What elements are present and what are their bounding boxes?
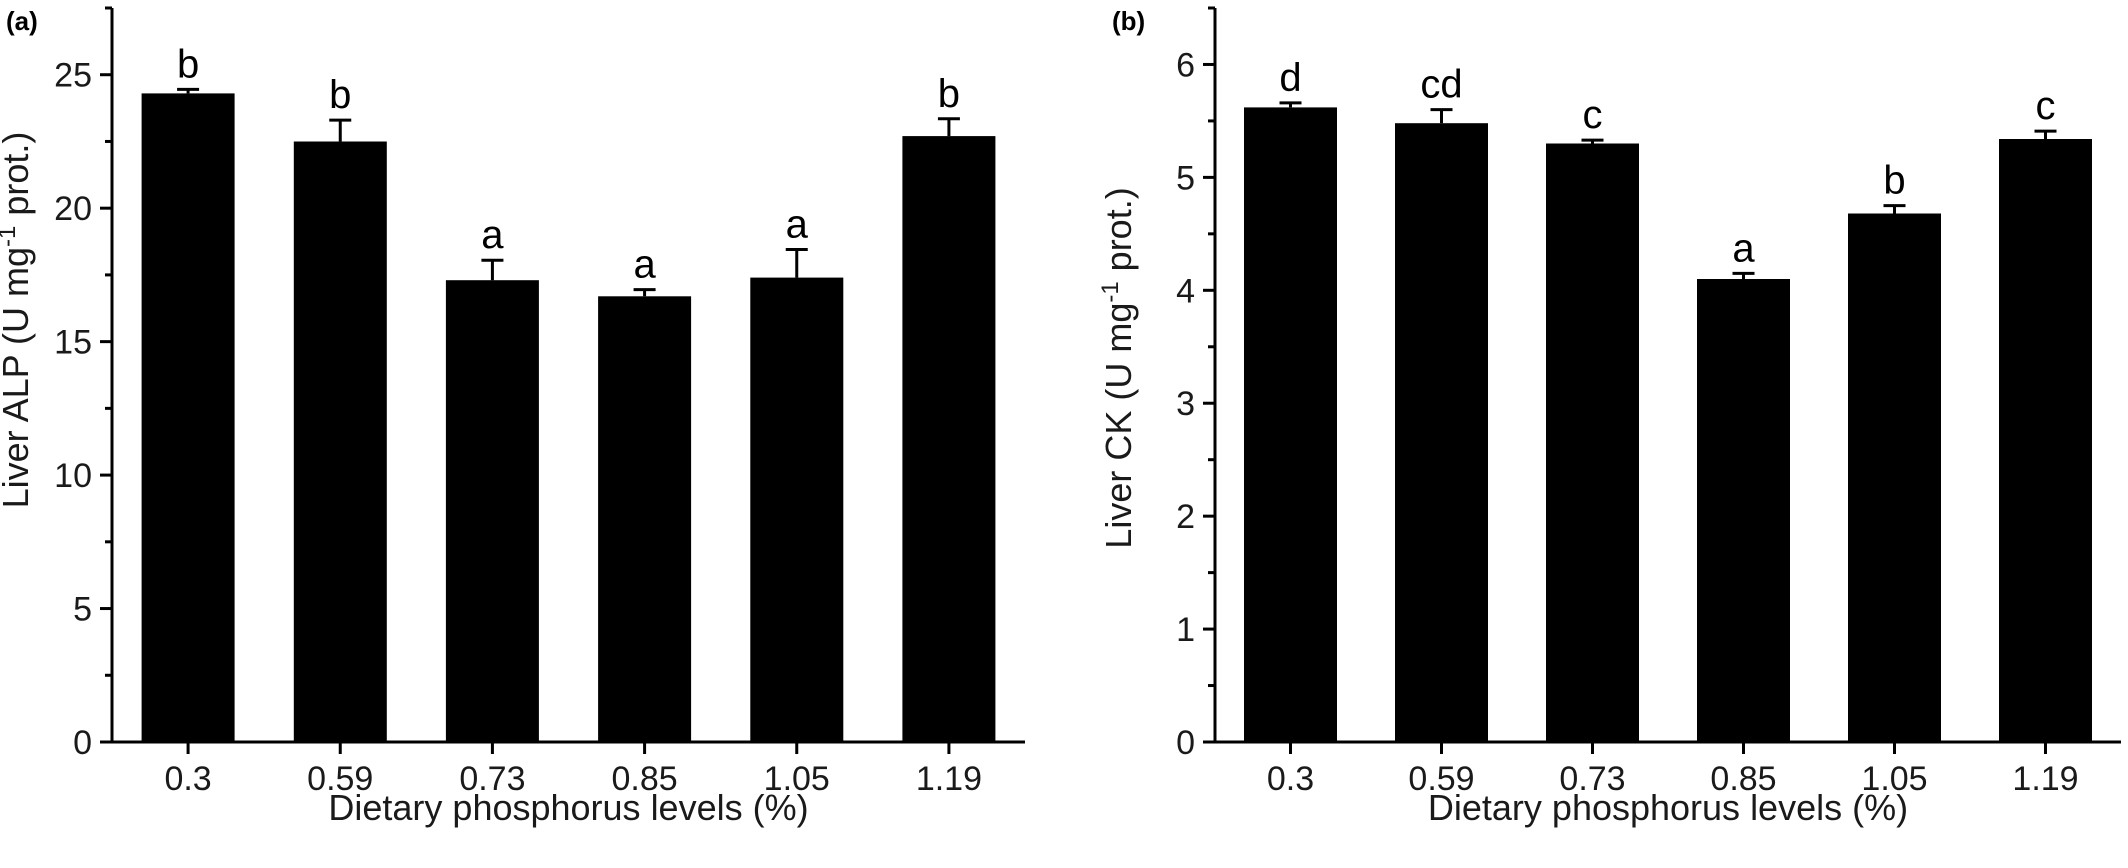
y-axis-title: Liver CK (U mg-1 prot.) [1097,187,1139,548]
bar [445,280,539,742]
y-axis-title-unit: prot.) [1098,187,1139,281]
x-axis-title: Dietary phosphorus levels (%) [1428,787,1908,828]
bar [598,296,692,742]
bar [1999,139,2092,742]
panel-label: (b) [1112,6,1145,36]
y-tick-label: 2 [1176,498,1195,536]
significance-label: a [481,213,504,257]
x-tick-label: 0.85 [611,760,677,798]
x-tick-label: 1.19 [916,760,982,798]
y-tick-label: 3 [1176,385,1195,423]
x-tick-label: 0.59 [1408,760,1474,798]
x-tick-label: 1.19 [2012,760,2078,798]
x-tick-label: 0.59 [307,760,373,798]
bar [141,93,235,742]
panel-label: (a) [6,6,38,36]
bar [1697,279,1790,742]
y-tick-label: 15 [54,324,92,362]
significance-label: b [1883,159,1905,203]
significance-label: b [329,73,351,117]
y-axis-title-superscript: -1 [1097,281,1124,302]
x-tick-label: 1.05 [1861,760,1927,798]
significance-label: c [1583,93,1603,137]
significance-label: b [938,72,960,116]
y-tick-label: 25 [54,57,92,95]
y-axis-title: Liver ALP (U mg-1 prot.) [0,132,36,509]
x-tick-label: 0.3 [164,760,211,798]
x-axis-title: Dietary phosphorus levels (%) [328,787,808,828]
x-tick-label: 1.05 [764,760,830,798]
significance-label: a [633,243,656,287]
significance-label: cd [1420,63,1462,107]
y-axis-title-superscript: -1 [0,226,21,247]
y-tick-label: 5 [1176,159,1195,197]
significance-label: b [177,42,199,86]
bar [1244,107,1337,742]
y-axis-title-main: Liver ALP (U mg [0,247,36,508]
y-tick-label: 20 [54,190,92,228]
y-tick-label: 6 [1176,46,1195,84]
bar [1395,123,1488,742]
y-tick-label: 10 [54,457,92,495]
y-tick-label: 0 [73,724,92,762]
significance-label: a [1732,226,1755,270]
significance-label: a [786,203,809,247]
significance-label: d [1279,56,1301,100]
y-axis-title-main: Liver CK (U mg [1098,303,1139,549]
x-tick-label: 0.73 [459,760,525,798]
bar [1848,213,1941,742]
x-tick-label: 0.85 [1710,760,1776,798]
y-tick-label: 4 [1176,272,1195,310]
y-tick-label: 0 [1176,724,1195,762]
panel-a-alp-chart: (a) b b a a a b 0 5 10 15 20 25 0.3 0.59 0.73 0.85 1.05 1.… [0,6,1025,828]
bar [293,141,387,742]
x-tick-label: 0.3 [1267,760,1314,798]
y-axis-title-unit: prot.) [0,132,36,226]
significance-label: c [2036,84,2056,128]
x-tick-label: 0.73 [1559,760,1625,798]
y-tick-label: 1 [1176,611,1195,649]
bar [750,277,844,742]
y-tick-label: 5 [73,591,92,629]
panel-b-ck-chart: (b) d cd c a b c 0 1 2 3 4 5 6 0.3 0.59 0.73 0.85 1.05 1.19… [1097,6,2121,828]
bar [1546,143,1639,742]
bar [902,136,996,743]
